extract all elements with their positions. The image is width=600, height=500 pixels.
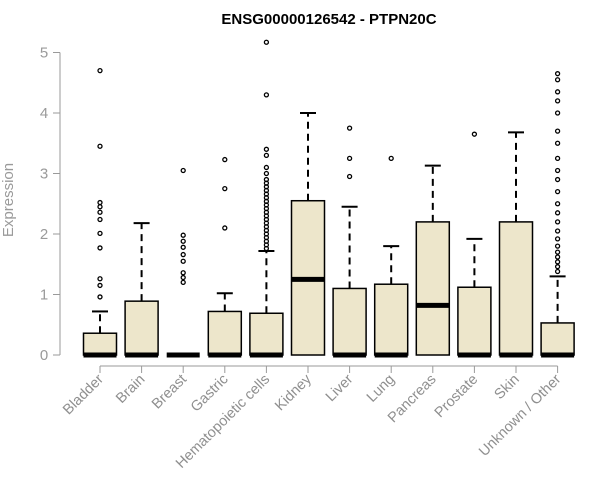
box-iqr [124,300,159,356]
y-tick-label: 3 [40,166,48,183]
outlier-point [554,110,561,116]
y-tick-label: 2 [40,226,48,243]
outlier-point [346,125,353,131]
box-iqr [373,283,409,356]
outlier-point [180,274,186,281]
x-tick-label: Prostate [432,372,481,421]
x-tick-label: Liver [323,371,357,405]
outlier-point [97,216,103,223]
outlier-point [263,152,270,159]
outlier-point [554,236,561,242]
outlier-point [263,39,270,45]
outlier-point [180,232,186,238]
outlier-point [97,282,103,289]
outlier-point [554,254,561,260]
x-tick-label: Kidney [272,371,315,414]
outlier-point [263,146,270,152]
y-axis-label: Expression [0,163,17,237]
box-iqr [540,322,575,356]
outlier-point [554,176,561,183]
outlier-point [554,167,561,174]
x-tick-label: Bladder [60,371,107,418]
outlier-point [471,131,478,137]
outlier-point [97,294,103,300]
box-iqr [332,287,367,356]
outlier-point [346,173,353,180]
box-group [207,156,243,358]
box-group [124,222,159,358]
outlier-point [263,176,270,183]
box-group [82,68,118,358]
outlier-point [263,164,270,171]
box-iqr [415,221,451,356]
outlier-point [97,276,103,282]
outlier-point [554,89,561,95]
chart-title: ENSG00000126542 - PTPN20C [221,11,436,28]
outlier-point [97,199,103,206]
outlier-point [554,264,561,270]
outlier-point [554,98,561,104]
y-tick-label: 1 [40,287,48,304]
box-group [540,71,575,358]
outlier-point [554,268,561,275]
box-iqr [498,221,534,356]
box-iqr [457,286,492,356]
box-group [249,39,284,358]
box-group [457,131,492,358]
x-tick-label: Breast [149,372,190,413]
box-group [290,112,326,356]
x-tick-label: Lung [364,372,398,406]
y-tick-label: 0 [40,347,48,364]
outlier-point [180,258,186,264]
outlier-point [554,219,561,225]
outlier-point [180,244,186,250]
y-tick-label: 5 [40,45,48,62]
outlier-point [263,92,270,98]
outlier-point [180,270,186,276]
outlier-point [554,201,561,207]
outlier-point [97,68,103,74]
outlier-point [554,188,561,195]
outlier-point [554,140,561,146]
y-tick-label: 4 [40,105,48,122]
outlier-point [97,230,103,237]
outlier-point [97,204,103,210]
outlier-point [554,259,561,265]
x-tick-label: Brain [113,372,148,407]
box-group [373,155,409,358]
outlier-point [554,77,561,83]
outlier-point [222,225,228,231]
box-iqr [82,332,118,356]
outlier-point [97,245,103,251]
outlier-point [554,155,561,162]
outlier-point [346,155,353,162]
outlier-point [180,279,186,286]
outlier-point [222,156,228,163]
box-group [498,131,534,358]
box-group [166,167,200,358]
y-axis: 0 1 2 3 4 5 [40,45,61,364]
outlier-point [222,185,228,192]
outlier-point [263,170,270,177]
box-group [415,164,451,356]
outlier-point [97,209,103,215]
outlier-point [554,71,561,77]
box-series [82,39,575,358]
outlier-point [554,210,561,216]
outlier-point [554,249,561,255]
outlier-point [554,228,561,234]
outlier-point [180,238,186,244]
outlier-point [554,243,561,249]
box-iqr [249,312,284,356]
outlier-point [97,143,103,149]
outlier-point [388,155,394,162]
outlier-point [180,167,186,174]
outlier-point [554,128,561,134]
box-group [332,125,367,358]
x-tick-label: Skin [492,372,523,403]
box-iqr [207,310,243,356]
outlier-point [180,251,186,258]
